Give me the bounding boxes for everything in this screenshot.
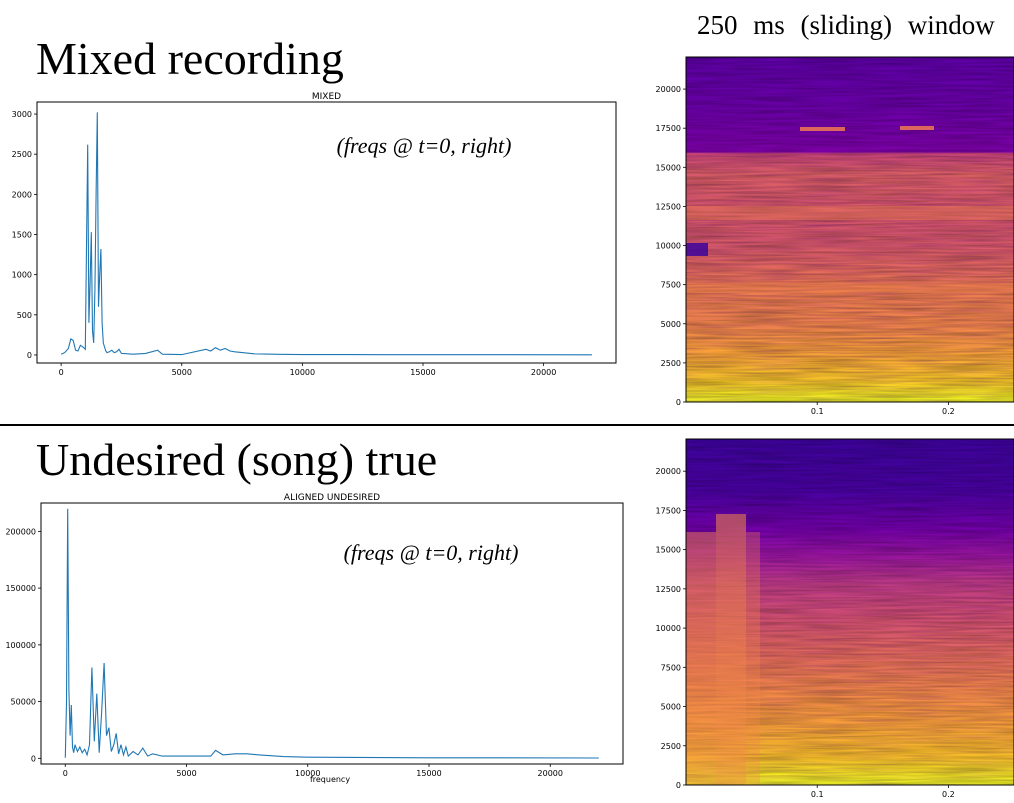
spectrogram-undesired-column-3: [746, 532, 760, 785]
y-tick-label: 17500: [656, 124, 681, 133]
spectrogram-undesired-column: [686, 532, 716, 785]
spectrogram-mixed-y-ticks: 0 2500 5000 7500 10000 12500 15000 17500 20000: [656, 85, 686, 407]
spectrogram-mixed-dark-patch: [686, 243, 708, 256]
y-tick-label: 10000: [656, 624, 681, 633]
y-tick-label: 3000: [12, 110, 32, 119]
y-tick-label: 5000: [661, 320, 681, 329]
plot-undesired-series-line: [64, 508, 599, 759]
plot-mixed: MIXED (freqs @ t=0, right) 0 5000 10000 150…: [12, 92, 617, 377]
spectrogram-undesired-x-ticks: 0.1 0.2: [811, 785, 955, 799]
plot-undesired-frame: [40, 502, 624, 765]
plot-mixed-annotation: (freqs @ t=0, right): [337, 133, 512, 158]
plot-undesired-annotation: (freqs @ t=0, right): [344, 540, 519, 565]
y-tick-label: 2500: [12, 150, 32, 159]
y-tick-label: 15000: [656, 163, 681, 172]
y-tick-label: 2500: [661, 742, 681, 751]
x-tick-label: 15000: [410, 368, 435, 377]
spectrogram-mixed-band: [686, 206, 1014, 220]
y-tick-label: 0: [676, 398, 681, 407]
x-tick-label: 0.2: [942, 407, 955, 416]
y-tick-label: 5000: [661, 703, 681, 712]
spectrogram-undesired-y-ticks: 0 2500 5000 7500 10000 12500 15000 17500 20000: [656, 467, 686, 790]
x-tick-label: 10000: [295, 769, 320, 778]
section-divider: [0, 424, 1014, 426]
spectrogram-mixed-streak-2: [900, 126, 934, 130]
x-tick-label: 0.2: [942, 790, 955, 799]
x-tick-label: 0.1: [811, 407, 824, 416]
y-tick-label: 200000: [5, 527, 36, 536]
x-tick-label: 20000: [538, 769, 563, 778]
plot-undesired-xlabel: frequency: [310, 775, 350, 784]
y-tick-label: 2000: [12, 190, 32, 199]
plot-undesired-title: ALIGNED UNDESIRED: [284, 493, 380, 503]
section-title-mixed: Mixed recording: [36, 33, 344, 84]
spectrogram-undesired-column-2: [716, 514, 746, 785]
y-tick-label: 12500: [656, 202, 681, 211]
x-tick-label: 15000: [416, 769, 441, 778]
section-title-undesired: Undesired (song) true: [36, 434, 438, 485]
y-tick-label: 10000: [656, 242, 681, 251]
spectrogram-undesired-frame: [685, 438, 1014, 786]
plot-mixed-title: MIXED: [312, 92, 341, 102]
spectrogram-mixed-x-ticks: 0.1 0.2: [811, 402, 955, 416]
y-tick-label: 1500: [12, 231, 32, 240]
x-tick-label: 5000: [176, 769, 196, 778]
y-tick-label: 7500: [661, 281, 681, 290]
spectrogram-mixed-texture-2: [686, 57, 1014, 402]
x-tick-label: 0: [59, 368, 64, 377]
spectrogram-mixed-streak: [800, 127, 845, 131]
y-tick-label: 0: [27, 351, 32, 360]
plot-mixed-y-ticks: 0 500 1000 1500 2000 2500 3000: [12, 110, 37, 360]
window-title: 250 ms (sliding) window: [697, 10, 995, 40]
spectrogram-mixed: 0.1 0.2 0 2500 5000 7500 10000 12500 15000 17500…: [656, 56, 1014, 416]
x-tick-label: 20000: [531, 368, 556, 377]
y-tick-label: 20000: [656, 467, 681, 476]
y-tick-label: 12500: [656, 585, 681, 594]
x-tick-label: 0.1: [811, 790, 824, 799]
spectrogram-mixed-frame: [685, 56, 1014, 403]
y-tick-label: 50000: [11, 698, 36, 707]
plot-undesired-x-ticks: 0 5000 10000 15000 20000: [63, 764, 563, 778]
y-tick-label: 2500: [661, 359, 681, 368]
plot-mixed-x-ticks: 0 5000 10000 15000 20000: [59, 363, 556, 377]
y-tick-label: 7500: [661, 663, 681, 672]
y-tick-label: 0: [676, 781, 681, 790]
spectrogram-undesired: 0.1 0.2 0 2500 5000 7500 10000 12500 15000 17500…: [656, 438, 1014, 799]
y-tick-label: 150000: [5, 584, 36, 593]
y-tick-label: 17500: [656, 506, 681, 515]
y-tick-label: 500: [17, 311, 32, 320]
y-tick-label: 1000: [12, 271, 32, 280]
y-tick-label: 100000: [5, 641, 36, 650]
x-tick-label: 5000: [172, 368, 192, 377]
y-tick-label: 20000: [656, 85, 681, 94]
y-tick-label: 15000: [656, 546, 681, 555]
x-tick-label: 0: [63, 769, 68, 778]
plot-mixed-frame: [36, 101, 617, 364]
y-tick-label: 0: [31, 754, 36, 763]
plot-mixed-series-line: [60, 112, 592, 356]
plot-undesired: ALIGNED UNDESIRED (freqs @ t=0, right) f…: [5, 493, 624, 784]
spectrogram-mixed-band-2: [686, 283, 1014, 293]
x-tick-label: 10000: [290, 368, 315, 377]
plot-undesired-y-ticks: 0 50000 100000 150000 200000: [5, 527, 41, 763]
